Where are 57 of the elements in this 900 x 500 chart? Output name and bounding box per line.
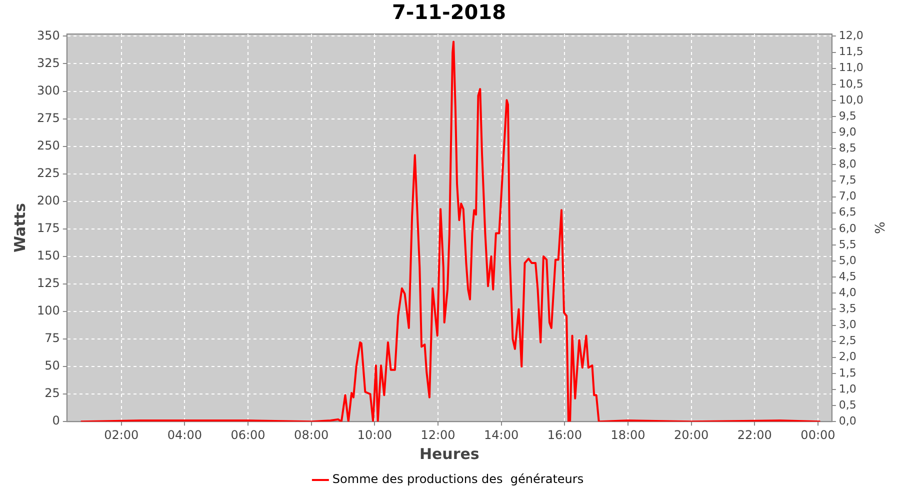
- y-tick-label: 125: [37, 276, 60, 290]
- y-tick-label: 100: [37, 304, 60, 318]
- y2-axis-title: %: [870, 222, 886, 234]
- y2-tick-label: 5,0: [838, 254, 856, 267]
- y-tick-label: 225: [37, 166, 60, 180]
- y2-tick-label: 11,0: [838, 61, 864, 74]
- y-tick-label: 25: [44, 386, 60, 400]
- y2-tick-label: 10,0: [838, 93, 864, 106]
- x-tick-label: 08:00: [294, 428, 329, 442]
- x-tick-label: 00:00: [800, 428, 836, 442]
- y2-tick-label: 1,0: [838, 382, 856, 396]
- y-tick-label: 250: [37, 138, 60, 152]
- y-tick-label: 300: [37, 83, 60, 98]
- y2-tick-label: 9,0: [838, 125, 856, 138]
- y2-tick-label: 4,5: [838, 270, 856, 283]
- y-tick-label: 275: [37, 110, 60, 125]
- y2-tick-label: 3,5: [838, 302, 856, 316]
- x-tick-label: 12:00: [420, 428, 456, 442]
- x-tick-label: 20:00: [674, 428, 709, 442]
- y2-tick-label: 8,0: [838, 158, 856, 171]
- y2-tick-label: 7,5: [838, 174, 856, 187]
- y2-tick-label: 8,5: [838, 142, 856, 154]
- y2-tick-label: 1,5: [838, 366, 856, 380]
- y-tick-label: 50: [44, 358, 60, 373]
- y2-tick-label: 9,5: [838, 109, 856, 122]
- y2-tick-label: 5,5: [838, 238, 856, 251]
- x-tick-label: 04:00: [167, 428, 202, 442]
- x-tick-label: 10:00: [357, 428, 392, 442]
- y2-tick-label: 3,0: [838, 318, 856, 332]
- y-tick-label: 350: [37, 28, 60, 42]
- y-axis-title: Watts: [10, 203, 29, 253]
- x-tick-label: 02:00: [104, 428, 139, 442]
- x-axis-title: Heures: [419, 444, 480, 463]
- y-tick-label: 175: [37, 221, 60, 236]
- y2-tick-label: 2,0: [838, 350, 856, 364]
- y2-tick-label: 0,0: [838, 414, 856, 428]
- chart-title: 7-11-2018: [392, 0, 506, 24]
- y2-tick-label: 10,5: [838, 77, 864, 90]
- y2-tick-label: 6,5: [838, 206, 856, 219]
- y-tick-label: 325: [37, 56, 60, 70]
- x-tick-label: 06:00: [230, 428, 266, 442]
- y2-tick-label: 11,5: [838, 45, 864, 58]
- y2-tick-label: 7,0: [838, 190, 856, 203]
- x-tick-label: 16:00: [547, 428, 582, 442]
- y-tick-label: 200: [37, 194, 60, 208]
- y2-tick-label: 4,0: [838, 286, 856, 300]
- x-tick-label: 14:00: [484, 428, 519, 442]
- y2-tick-label: 2,5: [838, 334, 856, 348]
- y-tick-label: 75: [44, 331, 60, 346]
- x-tick-label: 22:00: [737, 428, 772, 442]
- y2-tick-label: 6,0: [838, 222, 856, 235]
- x-tick-label: 18:00: [610, 428, 646, 442]
- legend-label: Somme des productions des générateurs: [332, 472, 584, 486]
- y-tick-label: 150: [37, 248, 60, 263]
- y2-tick-label: 0,5: [838, 398, 856, 412]
- y2-tick-label: 12,0: [838, 29, 864, 42]
- y-tick-label: 0: [52, 414, 60, 428]
